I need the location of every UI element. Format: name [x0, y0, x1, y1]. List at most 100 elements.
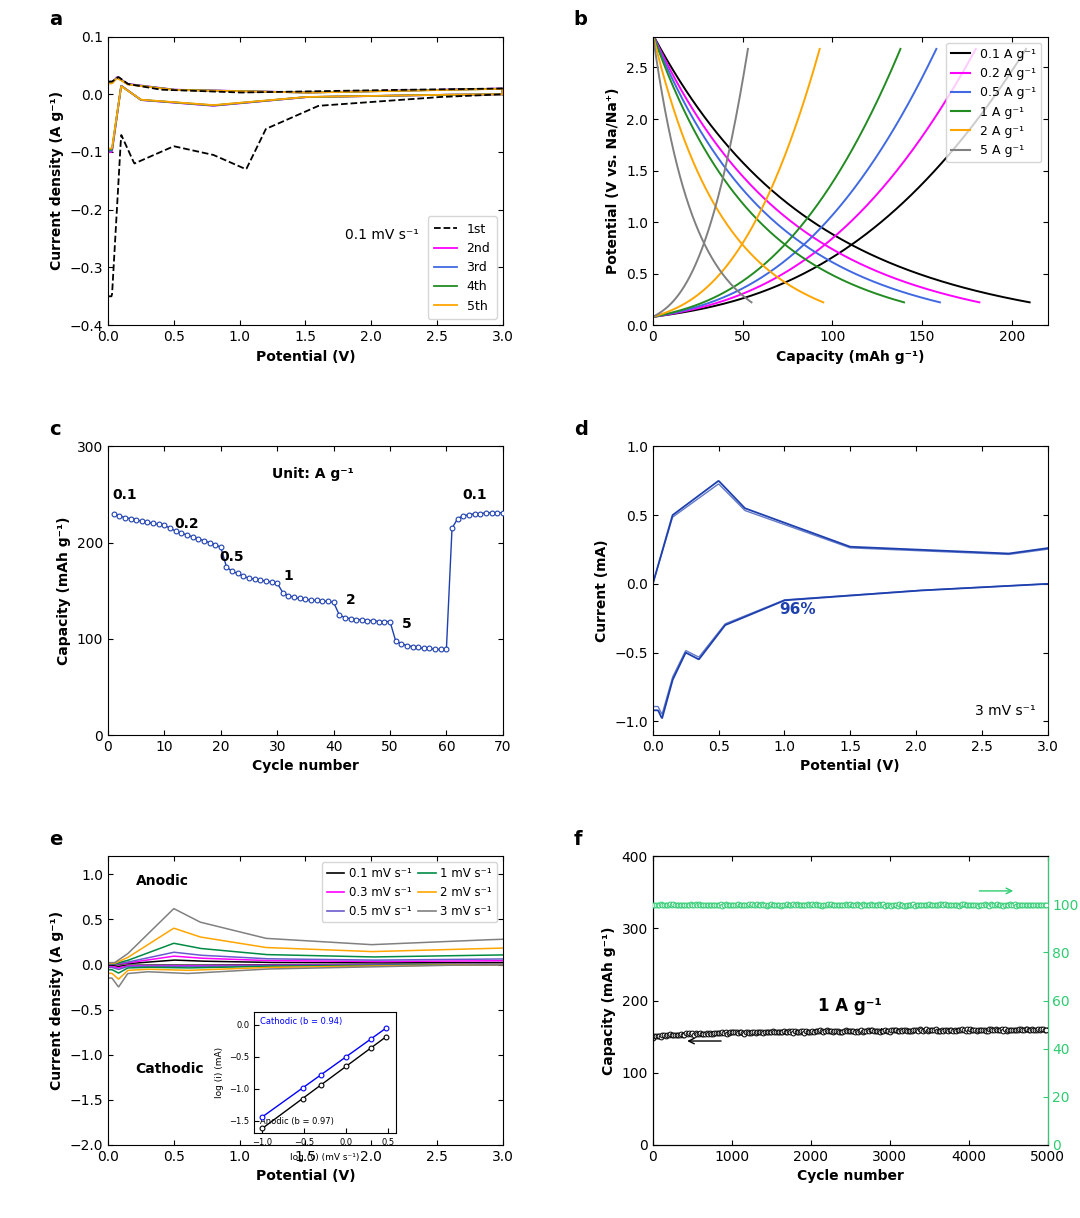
Point: [840, 895, 858, 915]
Point: [886, 1021, 903, 1040]
Point: [399, 636, 416, 655]
Point: [806, 1022, 823, 1041]
Point: [691, 895, 708, 915]
Point: [899, 1022, 916, 1041]
Point: [700, 895, 717, 915]
Point: [816, 1022, 834, 1041]
Point: [868, 895, 886, 915]
Point: [950, 896, 968, 916]
Point: [735, 1024, 753, 1044]
3 mV s⁻¹: [112, 979, 125, 994]
Point: [717, 895, 734, 915]
Point: [105, 504, 122, 524]
Point: [973, 895, 990, 915]
Point: [738, 1023, 755, 1043]
Point: [1036, 1021, 1053, 1040]
Point: [885, 895, 902, 915]
Point: [712, 895, 729, 915]
Point: [954, 1019, 971, 1039]
Point: [704, 1024, 721, 1044]
Point: [1009, 1021, 1026, 1040]
Point: [732, 895, 750, 915]
Point: [212, 537, 229, 557]
Point: [1035, 895, 1052, 915]
Point: [820, 1022, 837, 1041]
0.3 mV s⁻¹: [497, 957, 510, 972]
Point: [1014, 1021, 1031, 1040]
0.3 mV s⁻¹: [172, 959, 185, 973]
Point: [810, 1022, 827, 1041]
Point: [1022, 895, 1039, 915]
Point: [206, 535, 224, 554]
Point: [796, 1023, 813, 1043]
Point: [348, 610, 365, 630]
Point: [404, 637, 421, 657]
Point: [697, 1024, 714, 1044]
Point: [701, 895, 718, 915]
Point: [766, 895, 783, 915]
Point: [772, 1022, 789, 1041]
Point: [850, 1022, 867, 1041]
Point: [646, 1026, 663, 1045]
Point: [1025, 1019, 1042, 1039]
Point: [932, 894, 949, 914]
Point: [995, 895, 1012, 915]
Point: [861, 895, 878, 915]
Point: [769, 1022, 786, 1041]
Point: [792, 895, 809, 915]
Point: [127, 510, 145, 530]
Point: [728, 895, 745, 915]
Point: [1038, 1021, 1055, 1040]
Point: [184, 527, 201, 547]
Point: [881, 895, 899, 915]
Point: [731, 895, 748, 915]
Point: [1009, 895, 1026, 915]
0.3 mV s⁻¹: [335, 957, 348, 972]
Point: [859, 895, 876, 915]
Point: [959, 1019, 976, 1039]
Point: [922, 1021, 940, 1040]
Point: [320, 592, 337, 611]
Point: [961, 1019, 978, 1039]
Text: 0.5: 0.5: [219, 549, 244, 564]
Point: [1011, 895, 1028, 915]
Point: [793, 1022, 810, 1041]
Point: [1008, 896, 1025, 916]
Point: [706, 895, 724, 915]
0.5 mV s⁻¹: [204, 959, 217, 973]
Point: [895, 896, 913, 916]
Point: [900, 895, 917, 915]
Point: [761, 895, 779, 915]
Point: [665, 895, 683, 915]
Point: [916, 1021, 933, 1040]
Point: [285, 588, 302, 608]
Point: [902, 1021, 919, 1040]
1 mV s⁻¹: [102, 962, 114, 977]
Point: [895, 1021, 913, 1040]
0.1 mV s⁻¹: [497, 957, 510, 972]
Point: [766, 1022, 783, 1041]
Point: [946, 1021, 963, 1040]
Point: [997, 1019, 1014, 1039]
Point: [854, 1022, 872, 1041]
Point: [927, 1019, 944, 1039]
Point: [936, 894, 954, 914]
Point: [427, 639, 444, 659]
Point: [714, 1022, 731, 1041]
Point: [892, 1021, 909, 1040]
Point: [782, 1022, 799, 1041]
Point: [684, 895, 701, 915]
Point: [923, 1021, 941, 1040]
Point: [483, 503, 500, 523]
Point: [947, 895, 964, 915]
Point: [845, 1022, 862, 1041]
Point: [896, 896, 914, 916]
Point: [652, 895, 670, 915]
Point: [353, 610, 370, 630]
Text: 1 A g⁻¹: 1 A g⁻¹: [819, 998, 882, 1016]
Text: a: a: [49, 10, 62, 29]
Point: [960, 895, 977, 915]
Point: [957, 1021, 974, 1040]
Point: [923, 895, 941, 915]
Point: [812, 1021, 829, 1040]
